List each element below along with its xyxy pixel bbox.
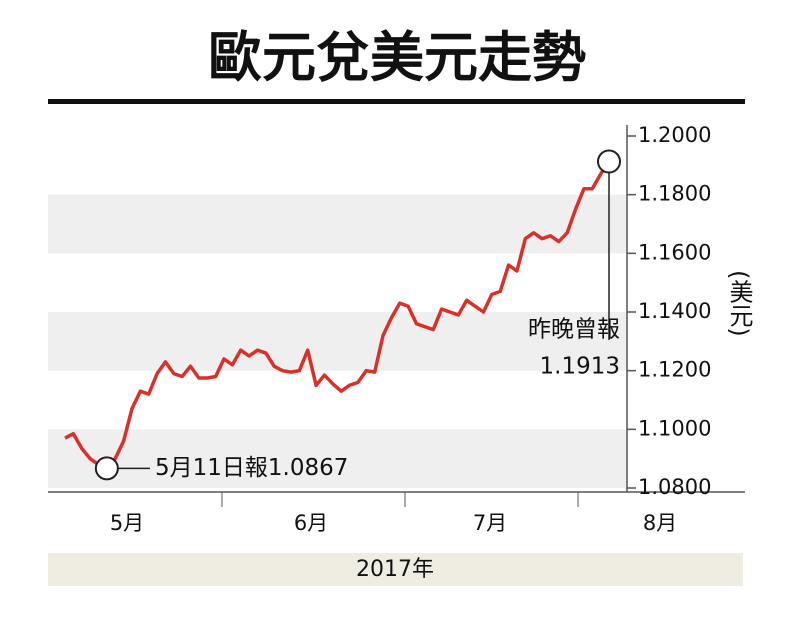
chart-title: 歐元兌美元走勢 <box>208 25 586 89</box>
grid-band <box>48 312 627 371</box>
y-tick-label: 1.1600 <box>638 240 711 264</box>
year-band <box>48 553 743 586</box>
y-tick-label: 1.1000 <box>638 416 711 440</box>
marker <box>94 456 119 481</box>
y-tick-label: 1.2000 <box>638 123 711 147</box>
x-tick-label: 5月 <box>110 511 144 535</box>
line <box>64 160 611 471</box>
x-axis-label: 2017年 <box>356 557 434 582</box>
marker <box>597 149 621 174</box>
y-tick-label: 1.1400 <box>638 299 711 323</box>
grid-band <box>48 194 627 254</box>
x-tick-label: 7月 <box>473 511 507 535</box>
title-rule <box>48 99 745 104</box>
annotation: 5月11日報1.0867 <box>155 455 348 481</box>
y-axis-label: (美元) <box>725 270 753 337</box>
x-tick-label: 6月 <box>294 511 328 535</box>
y-tick-label: 1.1800 <box>638 182 711 206</box>
annotation: 1.1913 <box>540 354 620 380</box>
y-tick-label: 1.0800 <box>638 475 711 499</box>
x-tick-label: 8月 <box>643 511 677 535</box>
grid-band <box>48 429 627 488</box>
y-tick-label: 1.1200 <box>638 358 711 382</box>
annotation: 昨晚曾報 <box>528 317 620 343</box>
